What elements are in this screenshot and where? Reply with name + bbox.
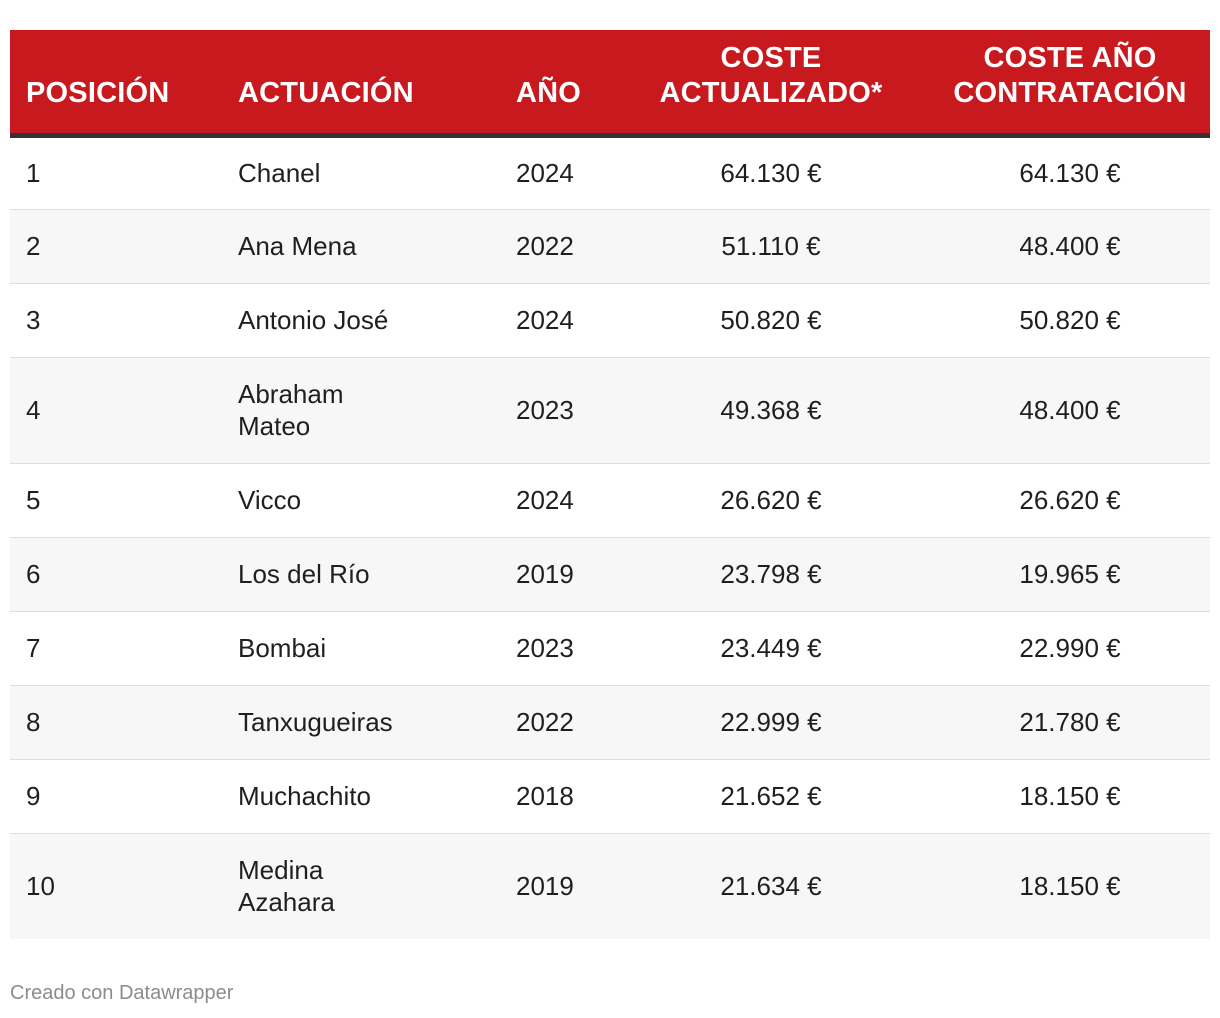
cell-actuacion: Abraham Mateo (222, 357, 482, 464)
cell-ano: 2022 (482, 685, 612, 760)
cell-posicion: 4 (10, 357, 222, 464)
table-body: 1 Chanel 2024 64.130 €64.130 €2 Ana Mena 2022… (10, 135, 1210, 939)
cell-posicion: 5 (10, 463, 222, 538)
cell-posicion: 6 (10, 537, 222, 612)
cell-actuacion: Medina Azahara (238, 855, 335, 918)
cell-ano: 2018 (482, 759, 612, 834)
table-row: 3 Antonio José 2024 50.820 €50.820 € (10, 283, 1210, 358)
cell-ano: 2023 (482, 611, 612, 686)
cell-coste-contratacion: 18.150 € (930, 759, 1210, 834)
cell-posicion: 10 (26, 871, 55, 902)
table-row: 6 Los del Río 2019 23.798 €19.965 € (10, 537, 1210, 612)
cell-ano: 2022 (482, 209, 612, 284)
cell-coste-contratacion: 48.400 € (930, 209, 1210, 284)
table-row: 7 Bombai 2023 23.449 €22.990 € (10, 611, 1210, 686)
cell-coste-actualizado: 64.130 € (612, 135, 930, 210)
data-table-container: POSICIÓN ACTUACIÓN AÑO COSTE ACTUALIZADO… (10, 30, 1210, 939)
cell-actuacion: Tanxugueiras (222, 685, 482, 760)
cell-coste-contratacion: 19.965 € (930, 537, 1210, 612)
cell-actuacion: Bombai (222, 611, 482, 686)
cell-ano: 2019 (516, 871, 574, 902)
table-header: POSICIÓN ACTUACIÓN AÑO COSTE ACTUALIZADO… (10, 30, 1210, 138)
cell-coste-actualizado: 21.634 € (720, 871, 822, 902)
column-header-coste-contratacion: COSTE AÑO CONTRATACIÓN (930, 30, 1210, 138)
table-row: 4 Abraham Mateo 2023 49.368 €48.400 € (10, 357, 1210, 464)
cell-coste-contratacion: 22.990 € (930, 611, 1210, 686)
cell-coste-actualizado: 26.620 € (612, 463, 930, 538)
table-row: 1 Chanel 2024 64.130 €64.130 € (10, 135, 1210, 210)
cell-actuacion: Ana Mena (222, 209, 482, 284)
column-header-posicion: POSICIÓN (10, 30, 222, 138)
table-row: 8 Tanxugueiras 2022 22.999 €21.780 € (10, 685, 1210, 760)
cell-coste-actualizado: 21.652 € (612, 759, 930, 834)
cell-coste-contratacion: 50.820 € (930, 283, 1210, 358)
cell-posicion: 1 (10, 135, 222, 210)
datawrapper-credit: Creado con Datawrapper (10, 982, 234, 1004)
table-row: 10 Medina Azahara 2019 21.634 € 18.150 € (10, 833, 1210, 939)
cell-coste-contratacion: 64.130 € (930, 135, 1210, 210)
cell-coste-contratacion: 26.620 € (930, 463, 1210, 538)
column-header-actuacion: ACTUACIÓN (222, 30, 482, 138)
data-table: POSICIÓN ACTUACIÓN AÑO COSTE ACTUALIZADO… (10, 30, 1210, 939)
header-row: POSICIÓN ACTUACIÓN AÑO COSTE ACTUALIZADO… (10, 30, 1210, 138)
cell-actuacion: Los del Río (222, 537, 482, 612)
cell-coste-actualizado: 50.820 € (612, 283, 930, 358)
cell-posicion: 3 (10, 283, 222, 358)
table-row: 5 Vicco 2024 26.620 €26.620 € (10, 463, 1210, 538)
cell-ano: 2024 (482, 463, 612, 538)
cell-ano: 2023 (482, 357, 612, 464)
cell-ano: 2019 (482, 537, 612, 612)
cell-coste-contratacion: 21.780 € (930, 685, 1210, 760)
cell-posicion: 7 (10, 611, 222, 686)
table-row: 9 Muchachito 2018 21.652 €18.150 € (10, 759, 1210, 834)
column-header-coste-actualizado: COSTE ACTUALIZADO* (612, 30, 930, 138)
cell-posicion: 2 (10, 209, 222, 284)
cell-coste-actualizado: 23.798 € (612, 537, 930, 612)
cell-actuacion: Chanel (222, 135, 482, 210)
cell-coste-actualizado: 49.368 € (612, 357, 930, 464)
column-header-ano: AÑO (482, 30, 612, 138)
cell-coste-actualizado: 23.449 € (612, 611, 930, 686)
cell-actuacion: Antonio José (222, 283, 482, 358)
cell-ano: 2024 (482, 135, 612, 210)
table-row: 2 Ana Mena 2022 51.110 €48.400 € (10, 209, 1210, 284)
cell-actuacion: Muchachito (222, 759, 482, 834)
cell-ano: 2024 (482, 283, 612, 358)
cell-actuacion: Vicco (222, 463, 482, 538)
cell-coste-actualizado: 51.110 € (612, 209, 930, 284)
cell-posicion: 8 (10, 685, 222, 760)
cell-coste-contratacion: 48.400 € (930, 357, 1210, 464)
cell-coste-actualizado: 22.999 € (612, 685, 930, 760)
cell-coste-contratacion: 18.150 € (1019, 871, 1121, 902)
cell-posicion: 9 (10, 759, 222, 834)
